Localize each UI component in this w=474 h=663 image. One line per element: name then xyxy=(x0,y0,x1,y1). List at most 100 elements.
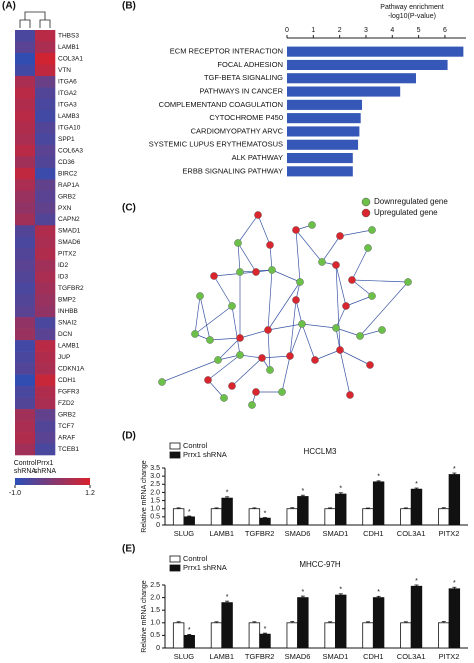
x-tick-label: SLUG xyxy=(174,529,195,538)
significance-mark: * xyxy=(377,474,380,481)
network-edge xyxy=(339,229,373,237)
row-label: SMAD1 xyxy=(58,228,81,235)
bar xyxy=(287,139,359,150)
bar xyxy=(287,113,361,124)
legend-label: Downregulated gene xyxy=(374,197,448,206)
network-node xyxy=(346,391,354,399)
network-node xyxy=(210,272,218,280)
category-label: SYSTEMIC LUPUS ERYTHEMATOSUS xyxy=(149,140,283,149)
bar xyxy=(287,166,353,177)
heat-cell xyxy=(35,133,56,146)
network-edge xyxy=(301,323,316,361)
network-edge xyxy=(267,281,301,331)
heat-cell xyxy=(15,236,36,249)
network-edge xyxy=(239,329,269,339)
y-tick-label: 1.5 xyxy=(150,497,160,504)
heat-cell xyxy=(35,420,56,433)
row-label: ITGA10 xyxy=(58,124,81,131)
bar xyxy=(362,622,374,649)
error-bar xyxy=(403,507,408,509)
row-label: FZD2 xyxy=(58,400,75,407)
panel-label: (E) xyxy=(122,544,135,555)
error-bar xyxy=(290,621,295,623)
bar xyxy=(287,59,448,71)
row-label: LAMB3 xyxy=(58,113,80,120)
heat-cell xyxy=(35,64,56,77)
x-tick-label: SMAD1 xyxy=(323,652,349,661)
significance-mark: * xyxy=(453,580,456,587)
network-edge xyxy=(237,242,257,273)
network-node xyxy=(296,278,304,286)
heat-cell xyxy=(15,386,36,398)
network-edge xyxy=(207,354,241,381)
bar xyxy=(410,488,423,526)
heat-cell xyxy=(15,64,36,77)
error-bar xyxy=(262,517,267,519)
heat-cell xyxy=(15,282,36,295)
significance-mark: * xyxy=(339,486,342,493)
heat-cell xyxy=(35,52,56,65)
network-edge xyxy=(351,279,373,297)
x-tick-label: LAMB1 xyxy=(210,652,235,661)
bar xyxy=(335,493,347,526)
bar xyxy=(324,508,336,526)
bar xyxy=(248,622,261,649)
heat-cell xyxy=(35,98,56,111)
row-label: LAMB1 xyxy=(58,44,80,51)
network-node xyxy=(252,388,260,396)
bar xyxy=(259,633,271,649)
bar xyxy=(172,508,185,526)
heat-cell xyxy=(15,328,36,341)
heat-cell xyxy=(35,282,56,295)
network-node xyxy=(228,302,236,310)
bar xyxy=(324,622,336,649)
network-node xyxy=(236,334,244,342)
network-edge xyxy=(289,299,297,357)
y-tick-label: 3.5 xyxy=(150,465,160,472)
heat-cell xyxy=(15,213,36,226)
row-label: COL3A1 xyxy=(58,55,83,62)
heat-cell xyxy=(35,351,56,364)
category-label: TGF-BETA SIGNALING xyxy=(204,73,283,82)
error-bar xyxy=(214,507,219,509)
network-node xyxy=(266,366,274,374)
significance-mark: * xyxy=(301,589,304,596)
heat-cell xyxy=(35,41,56,54)
row-label: LAMB1 xyxy=(58,343,80,350)
heat-cell xyxy=(15,305,36,318)
significance-mark: * xyxy=(339,587,342,594)
error-bar xyxy=(328,507,333,509)
heat-cell xyxy=(15,98,36,111)
network-edge xyxy=(231,357,263,387)
heat-cell xyxy=(35,225,56,238)
heat-cell xyxy=(15,179,36,192)
row-label: JUP xyxy=(58,354,70,361)
significance-mark: * xyxy=(188,627,191,634)
category-label: PATHWAYS IN CANCER xyxy=(200,87,284,96)
bar xyxy=(287,73,416,84)
network-node xyxy=(258,354,266,362)
row-label: RAP1A xyxy=(58,182,80,189)
category-label: FOCAL ADHESION xyxy=(217,60,283,69)
bar xyxy=(335,594,347,649)
network-node xyxy=(191,330,199,338)
heat-cell xyxy=(15,52,36,65)
bar xyxy=(448,588,461,649)
x-tick-label: 2 xyxy=(338,27,342,34)
heat-cell xyxy=(35,397,56,410)
row-label: INHBB xyxy=(58,308,78,315)
bar xyxy=(221,497,233,526)
row-label: DCN xyxy=(58,331,72,338)
error-bar xyxy=(452,586,457,589)
heat-cell xyxy=(15,374,36,387)
network-node xyxy=(252,268,260,276)
network-node xyxy=(158,378,166,386)
network-edge xyxy=(209,337,241,341)
heat-cell xyxy=(15,351,36,364)
chart-title: HCCLM3 xyxy=(304,447,337,456)
bar xyxy=(183,516,195,526)
heat-cell xyxy=(35,179,56,192)
category-label: CARDIOMYOPATHY ARVC xyxy=(191,126,284,135)
heat-cell xyxy=(35,294,56,306)
network-edge xyxy=(351,279,409,283)
